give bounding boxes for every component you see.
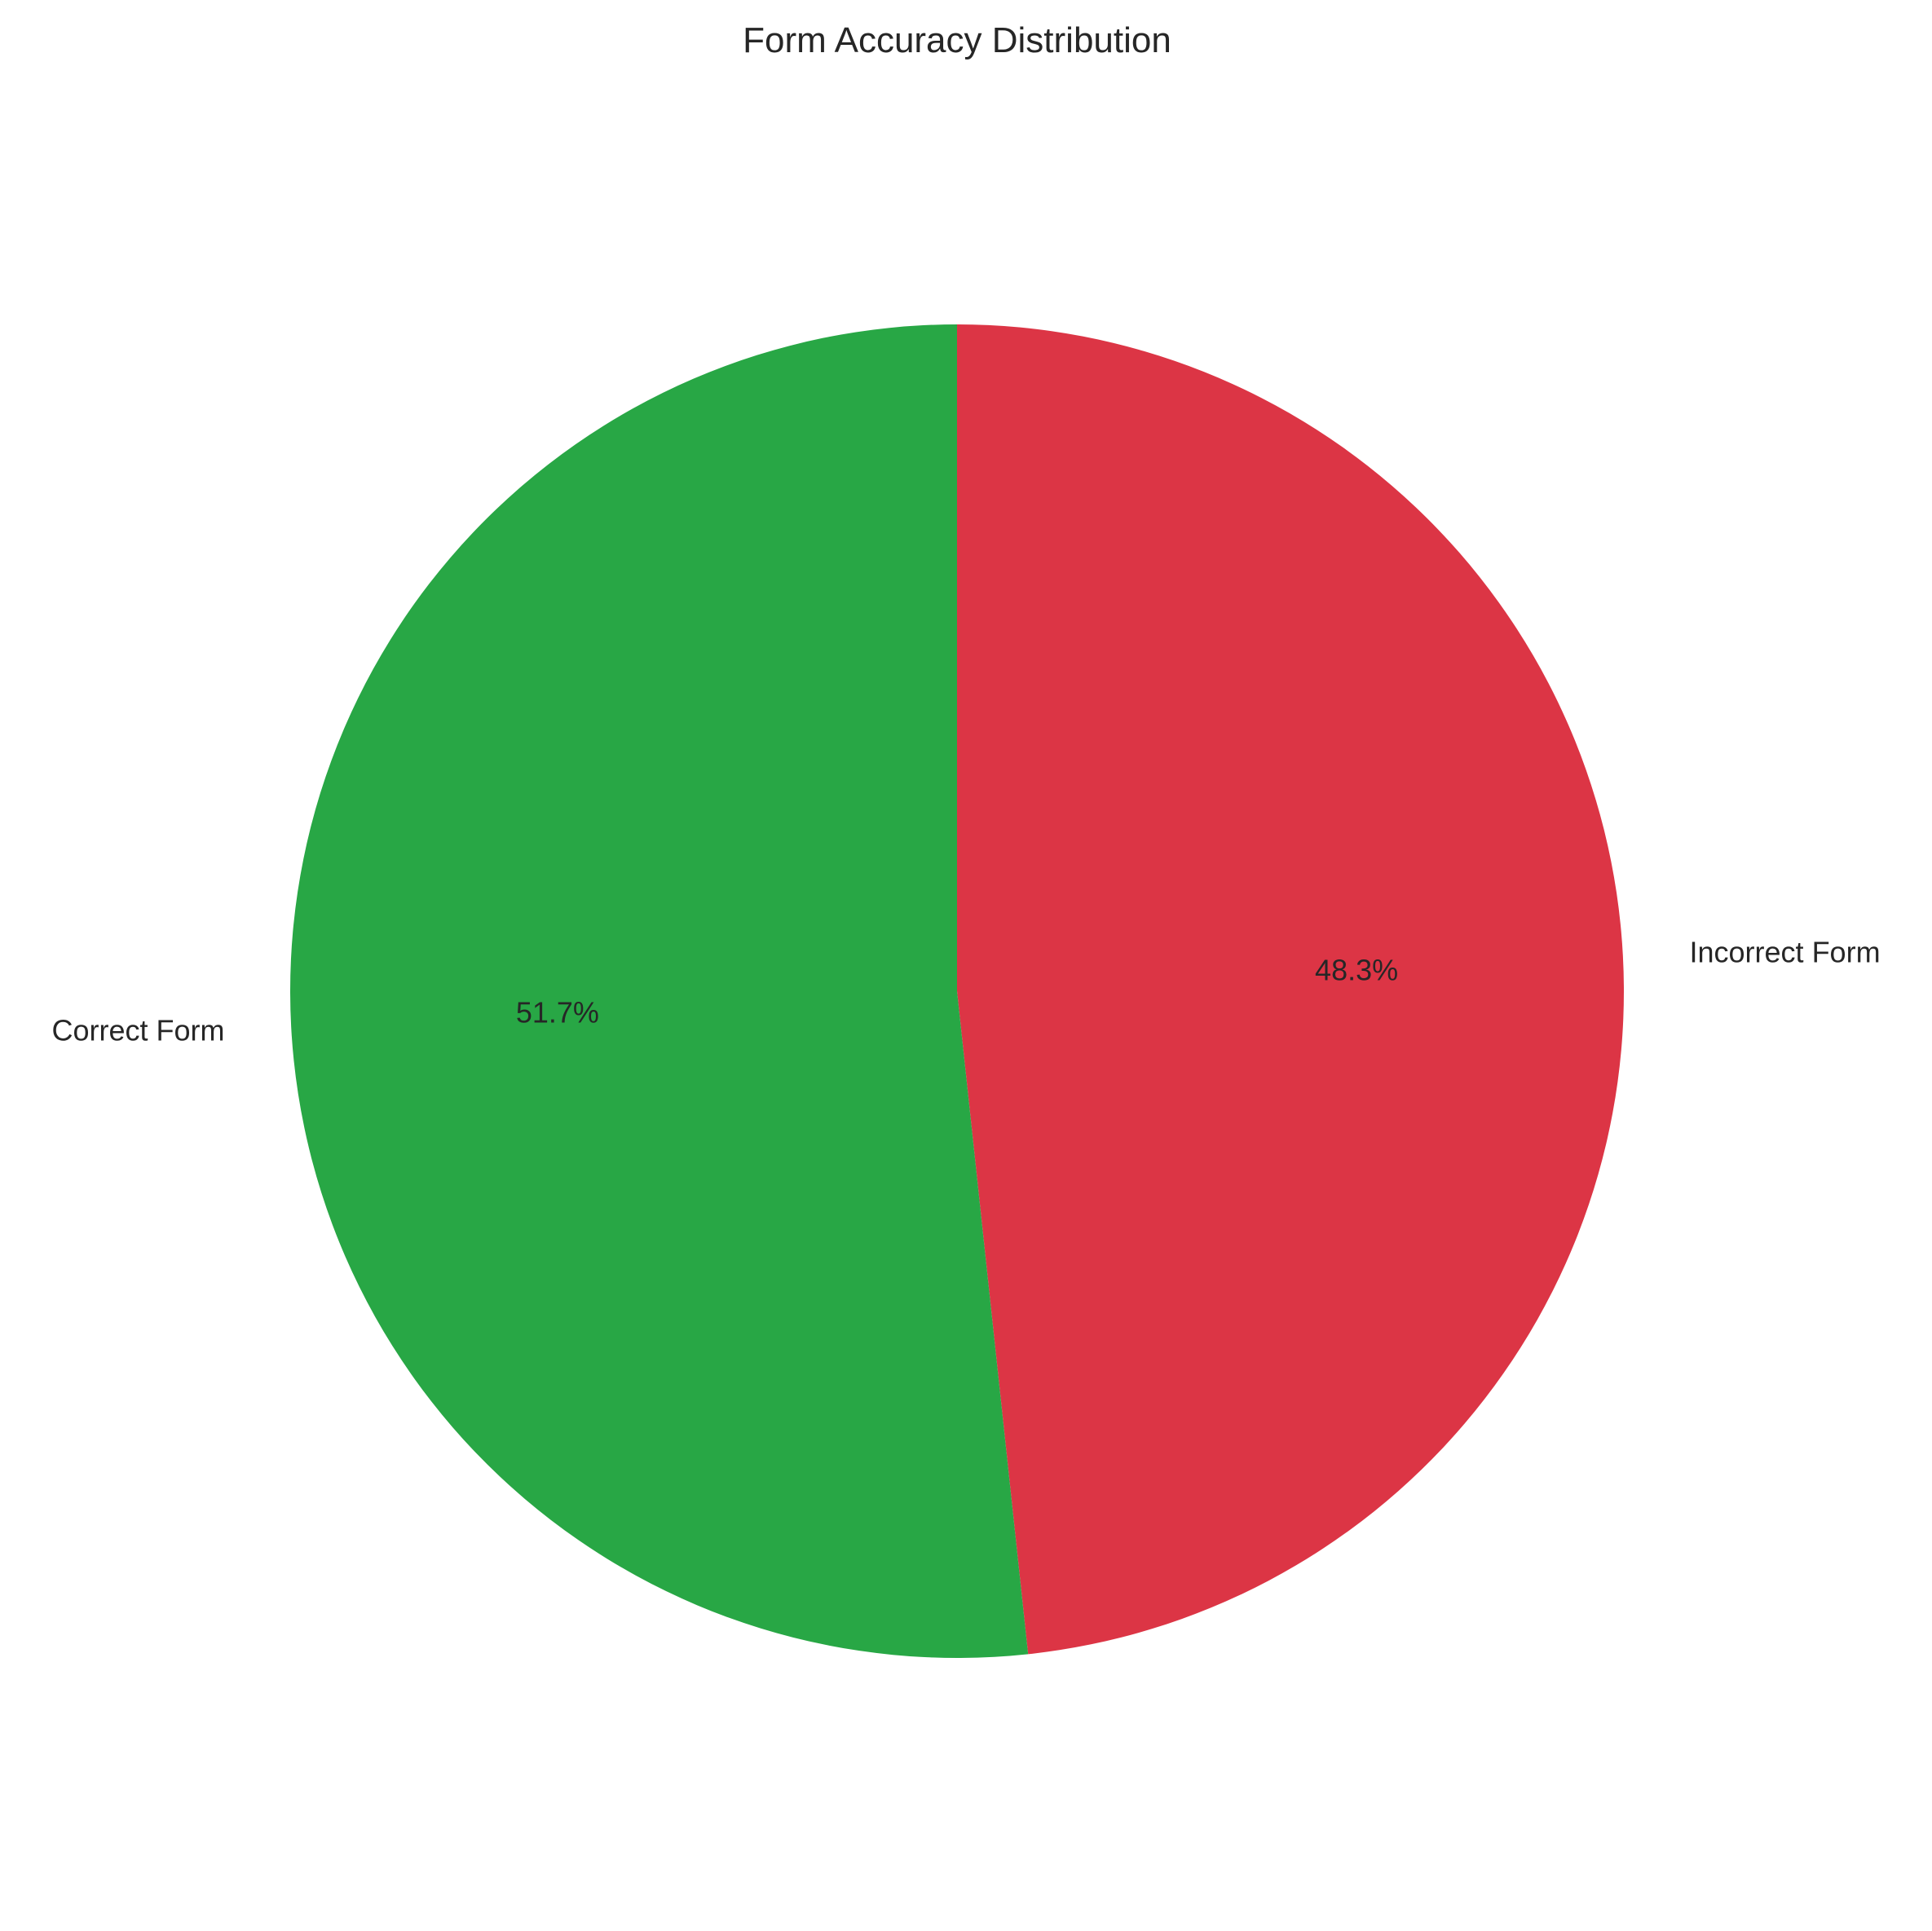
slice-percent-label: 48.3%	[1315, 953, 1398, 986]
chart-title: Form Accuracy Distribution	[743, 20, 1171, 60]
slice-percent-label: 51.7%	[516, 996, 599, 1029]
slice-label: Incorrect Form	[1690, 935, 1881, 968]
slice-label: Correct Form	[51, 1014, 224, 1047]
pie-slice-correct-form	[289, 324, 1029, 1658]
pie-labels: Incorrect Form 48.3% Correct Form 51.7%	[51, 935, 1880, 1047]
pie-slice-incorrect-form	[957, 324, 1624, 1655]
pie-slices	[289, 324, 1624, 1658]
